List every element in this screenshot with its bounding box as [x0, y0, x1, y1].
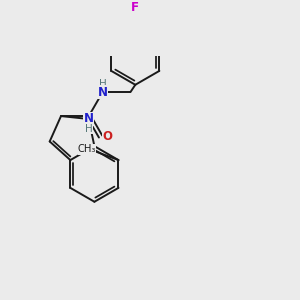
- Text: H: H: [85, 124, 92, 134]
- Text: N: N: [84, 112, 94, 125]
- Text: F: F: [131, 1, 139, 13]
- Text: O: O: [102, 130, 112, 143]
- Text: N: N: [98, 85, 108, 98]
- Text: CH₃: CH₃: [78, 144, 96, 154]
- Text: H: H: [99, 79, 106, 89]
